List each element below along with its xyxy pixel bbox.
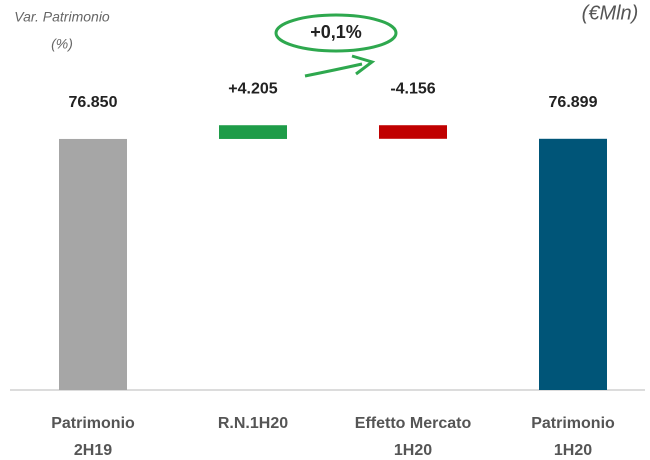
value-label: -4.156 <box>390 80 435 97</box>
var-label: Var. Patrimonio <box>14 9 110 25</box>
x-tick-label: 1H20 <box>394 442 432 459</box>
value-label: +4.205 <box>228 80 277 97</box>
change-ellipse <box>274 13 398 53</box>
value-label: 76.899 <box>549 94 598 111</box>
x-tick-label: Patrimonio <box>51 415 135 432</box>
bar <box>219 125 287 139</box>
x-tick-label: 1H20 <box>554 442 592 459</box>
x-tick-label: 2H19 <box>74 442 112 459</box>
x-tick-label: R.N.1H20 <box>218 415 288 432</box>
x-tick-label: Effetto Mercato <box>355 415 472 432</box>
arrow-head <box>351 54 376 76</box>
bar <box>539 138 607 390</box>
bar <box>379 125 447 139</box>
arrow <box>304 62 363 78</box>
unit-label: (€Mln) <box>582 2 639 24</box>
value-label: 76.850 <box>69 94 118 111</box>
x-tick-label: Patrimonio <box>531 415 615 432</box>
change-label: +0,1% <box>310 22 362 42</box>
bar <box>59 138 127 390</box>
var-label: (%) <box>51 36 73 52</box>
